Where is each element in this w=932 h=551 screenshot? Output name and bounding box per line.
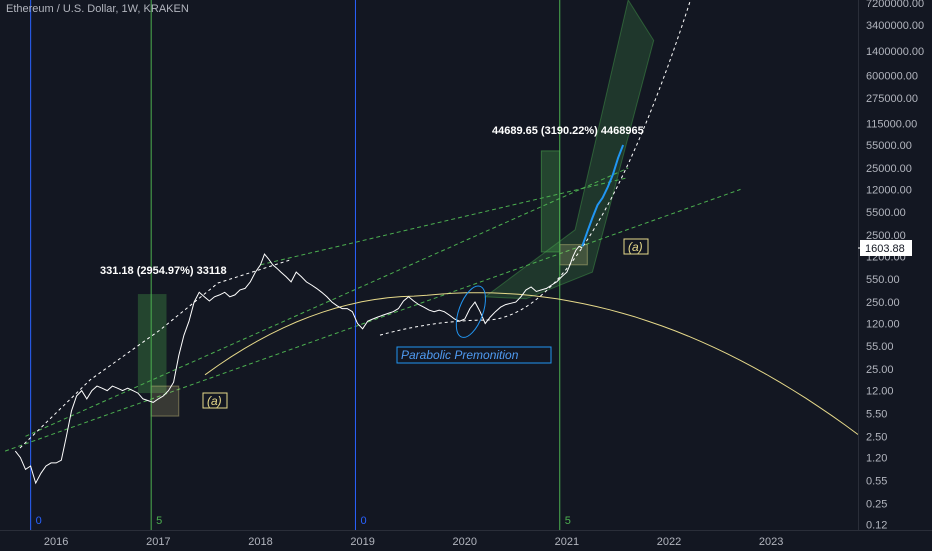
middle-channel-line	[25, 167, 629, 437]
price-line	[14, 245, 583, 485]
annotation-cycle2-measure: 44689.65 (3190.22%) 4468965	[492, 125, 644, 137]
cycle-label-0: 0	[36, 515, 42, 527]
cycle-label-3: 5	[565, 515, 571, 527]
price-axis[interactable]	[858, 0, 932, 530]
dashed-parabola	[379, 0, 692, 336]
label-a-box-1	[202, 392, 228, 409]
parabolic-label: Parabolic Premonition	[401, 348, 519, 362]
annotation-cycle1-measure: 331.18 (2954.97%) 33118	[100, 265, 227, 277]
time-axis[interactable]	[0, 530, 932, 551]
parabolic-arc	[204, 292, 859, 435]
projection-fan	[483, 0, 655, 300]
projection-line	[581, 144, 625, 247]
cycle-label-1: 5	[156, 515, 162, 527]
label-a-box-2	[623, 238, 649, 255]
parabolic-label-box	[396, 346, 552, 364]
lower-channel-line	[4, 188, 741, 452]
dashed-early-curve	[19, 259, 291, 449]
label-a-1: (a)	[207, 394, 222, 408]
label-a-2: (a)	[628, 240, 643, 254]
cycle-label-2: 0	[360, 515, 366, 527]
bottom-ellipse	[455, 285, 486, 338]
measure-box-2017	[137, 294, 167, 394]
measure-box-2021	[540, 150, 561, 253]
chart-title: Ethereum / U.S. Dollar, 1W, KRAKEN	[6, 3, 189, 15]
